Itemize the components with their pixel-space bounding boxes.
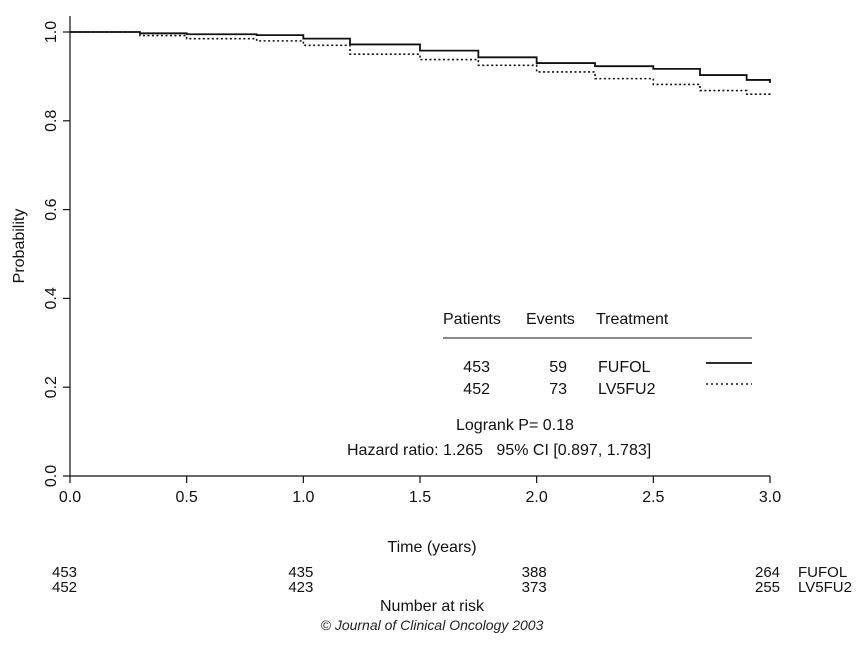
legend-header-events: Events [526,311,575,328]
legend-treatment-lv5fu2: LV5FU2 [598,381,656,398]
risk-count: 264 [755,564,780,581]
risk-count: 388 [522,564,547,581]
x-tick-label: 0.5 [176,489,198,506]
logrank-annotation: Logrank P= 0.18 [456,417,574,434]
y-ticks: 0.0 0.2 0.4 0.6 0.8 1.0 [43,21,70,487]
x-tick-label: 1.0 [292,489,314,506]
x-tick-label: 3.0 [759,489,781,506]
hazard-ratio-annotation: Hazard ratio: 1.265 95% CI [0.897, 1.783… [347,442,651,459]
risk-count: 255 [755,579,780,596]
x-tick-label: 2.5 [642,489,664,506]
risk-count: 435 [288,564,313,581]
legend-events-fufol: 59 [549,359,567,376]
risk-table: Number at risk 453 435 388 264 FUFOL 452 423 37… [52,564,852,615]
y-axis-label: Probability [11,209,28,284]
x-ticks: 0.0 0.5 1.0 1.5 2.0 2.5 3.0 [59,476,781,506]
risk-row-label: FUFOL [798,564,847,581]
risk-count: 452 [52,579,77,596]
legend-header-patients: Patients [443,311,501,328]
y-tick-label: 0.4 [43,287,60,309]
legend-patients-lv5fu2: 452 [463,381,490,398]
y-tick-label: 0.2 [43,376,60,398]
risk-count: 423 [288,579,313,596]
legend-treatment-fufol: FUFOL [598,359,651,376]
risk-count: 373 [522,579,547,596]
series-line-lv5fu2 [70,31,771,97]
copyright-credit: © Journal of Clinical Oncology 2003 [321,617,544,633]
risk-table-title: Number at risk [380,598,485,615]
risk-row-label: LV5FU2 [798,579,852,596]
series-line-fufol [70,31,771,84]
y-tick-label: 0.0 [43,465,60,487]
risk-count: 453 [52,564,77,581]
legend: Patients Events Treatment 453 59 FUFOL 4… [347,311,752,459]
legend-events-lv5fu2: 73 [549,381,567,398]
y-tick-label: 1.0 [43,21,60,43]
x-tick-label: 1.5 [409,489,431,506]
x-tick-label: 2.0 [526,489,548,506]
x-axis-label: Time (years) [387,539,476,556]
x-tick-label: 0.0 [59,489,81,506]
y-tick-label: 0.8 [43,110,60,132]
survival-curves [70,31,771,97]
legend-header-treatment: Treatment [596,311,669,328]
legend-patients-fufol: 453 [463,359,490,376]
y-tick-label: 0.6 [43,198,60,220]
